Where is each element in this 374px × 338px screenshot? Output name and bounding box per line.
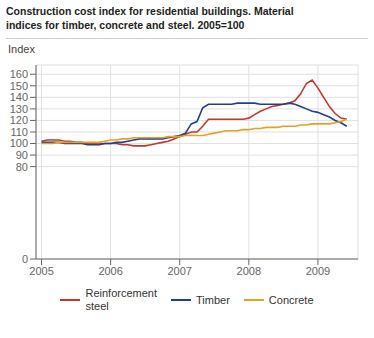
html-text:Construction cost index for re: Construction cost index for residential … [6, 5, 294, 17]
svg-text:2008: 2008 [237, 265, 261, 277]
svg-text:0: 0 [22, 253, 28, 265]
svg-text:80: 80 [16, 161, 28, 173]
svg-text:110: 110 [10, 126, 28, 138]
html-text:Concrete: Concrete [268, 293, 314, 306]
html-text:Reinforcement: Reinforcement [85, 287, 157, 299]
svg-text:130: 130 [10, 103, 28, 115]
html-text:Timber: Timber [196, 293, 230, 306]
svg-text:2006: 2006 [98, 265, 122, 277]
svg-text:120: 120 [10, 114, 28, 126]
html-text:Index: Index [8, 43, 35, 55]
svg-text:160: 160 [10, 68, 28, 80]
svg-text:140: 140 [10, 91, 28, 103]
html-text:steel: steel [85, 300, 109, 312]
svg-text:100: 100 [10, 137, 28, 149]
svg-text:2007: 2007 [167, 265, 191, 277]
html-text:indices for timber, concrete a: indices for timber, concrete and steel. … [6, 19, 245, 31]
svg-text:150: 150 [10, 80, 28, 92]
svg-text:90: 90 [16, 149, 28, 161]
svg-text:2005: 2005 [29, 265, 53, 277]
svg-text:2009: 2009 [306, 265, 330, 277]
